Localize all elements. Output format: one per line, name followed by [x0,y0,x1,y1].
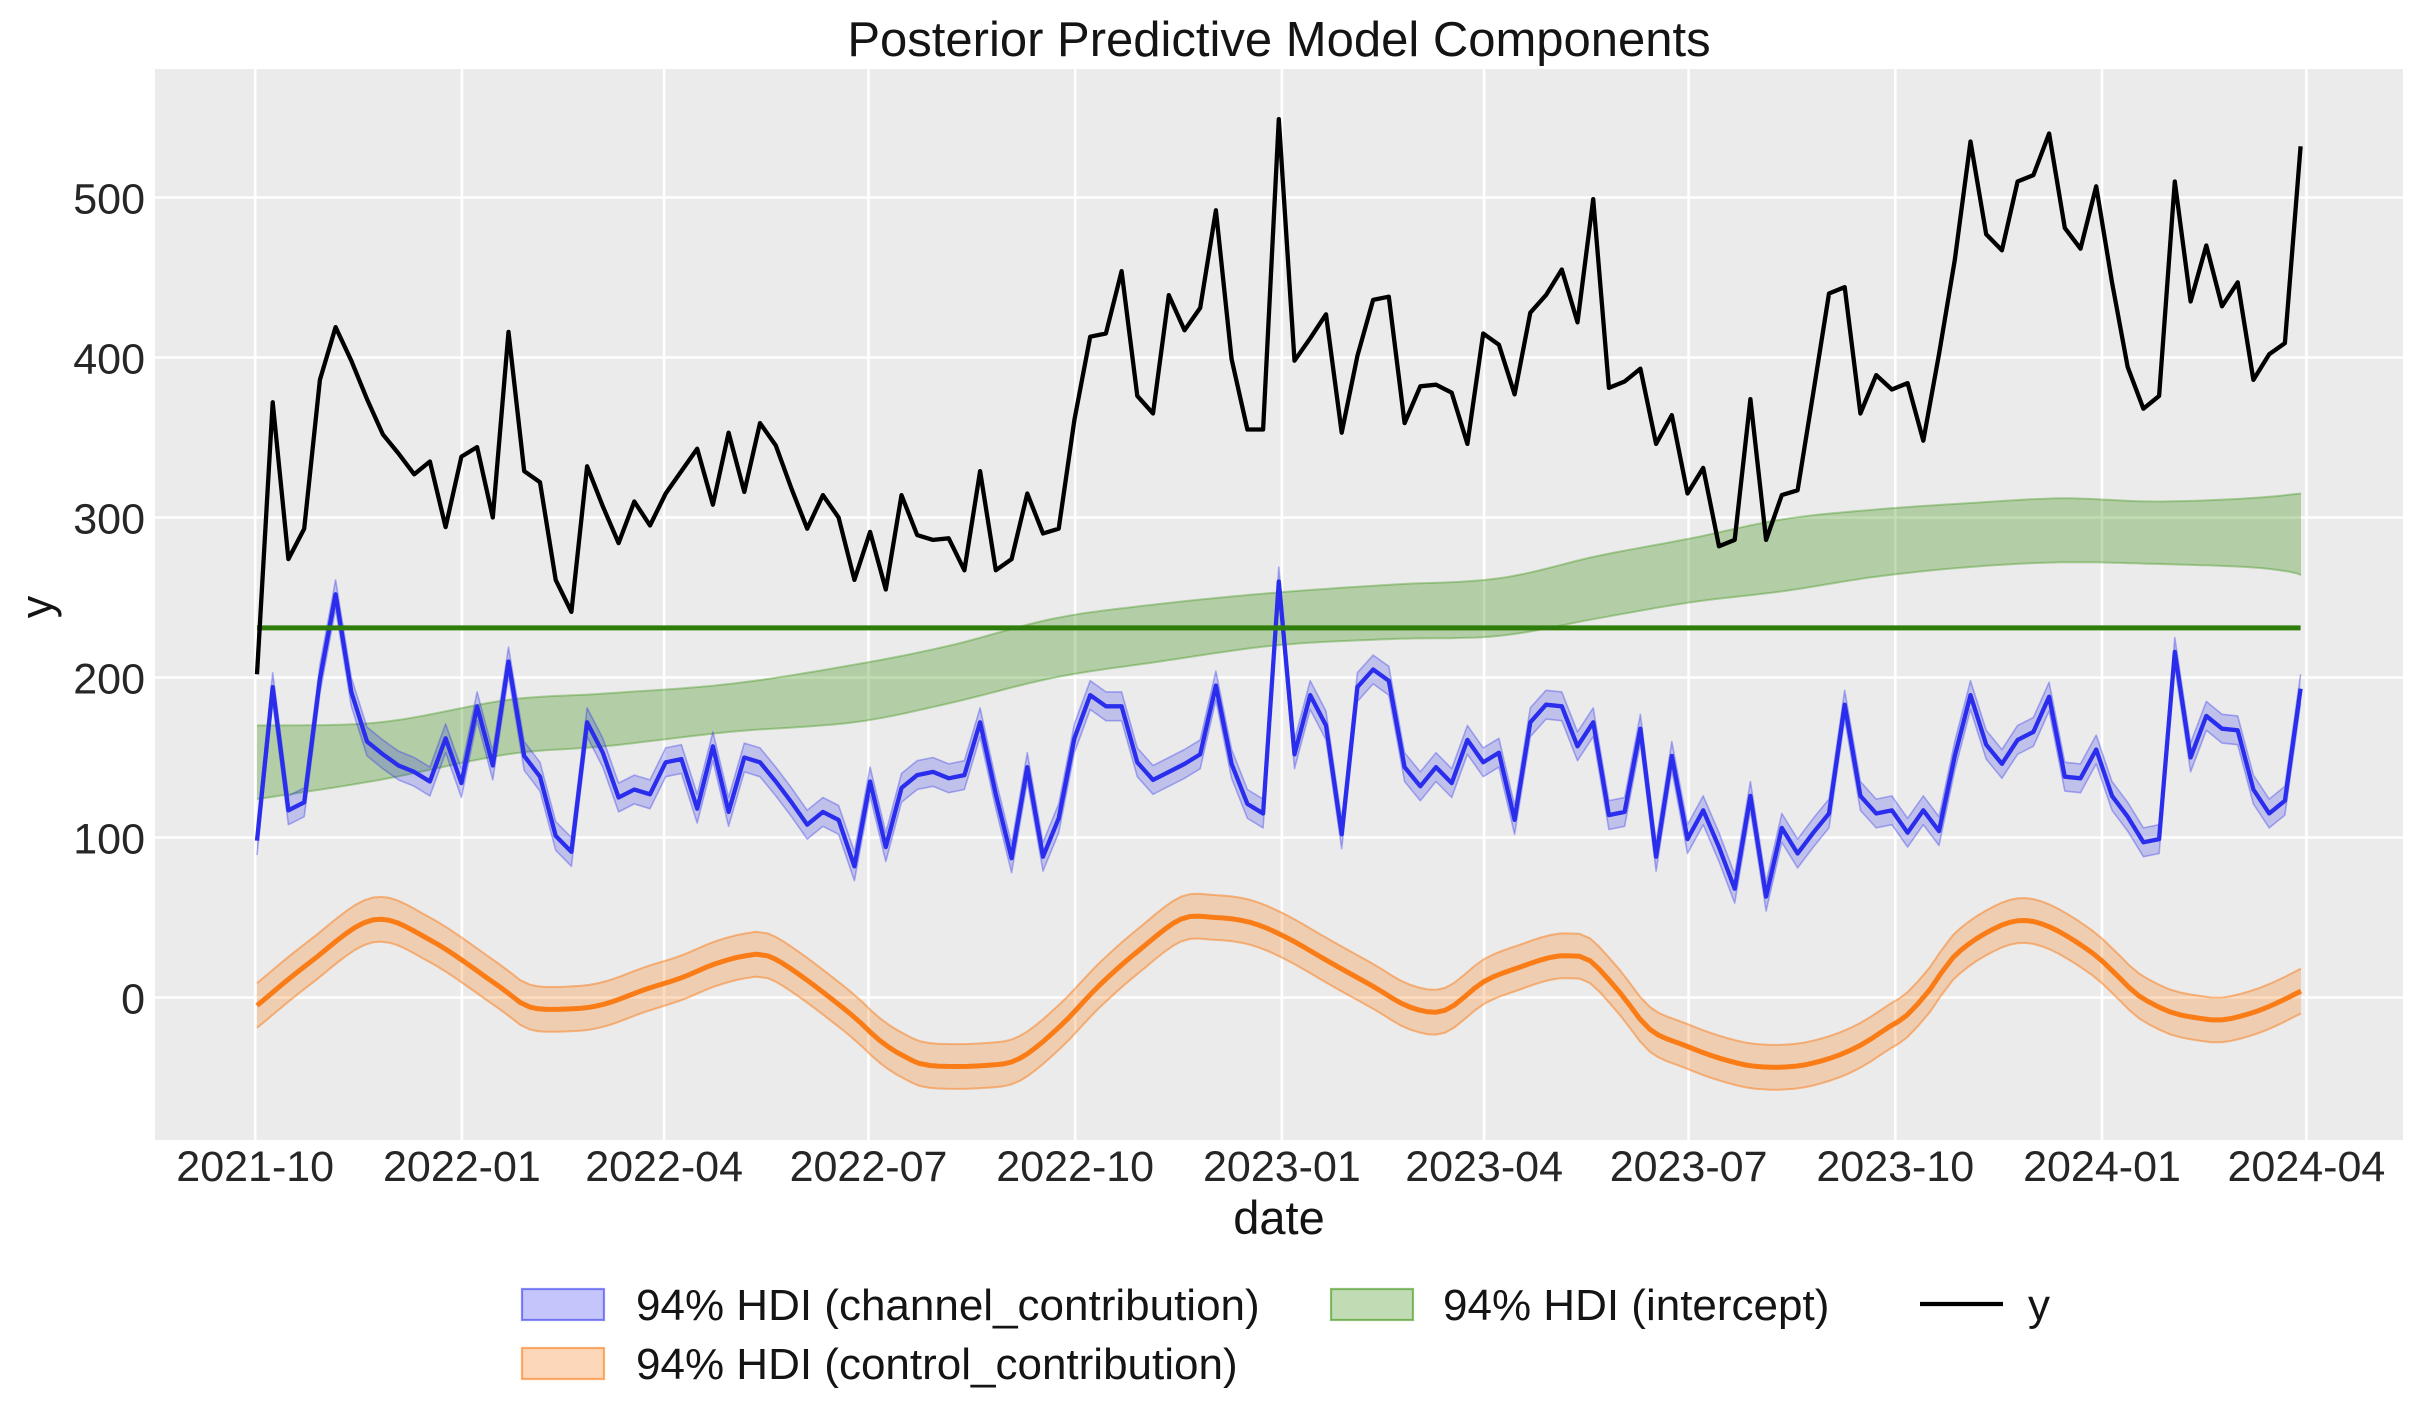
svg-text:2023-10: 2023-10 [1816,1143,1974,1191]
svg-text:2023-01: 2023-01 [1203,1143,1361,1191]
svg-text:y: y [11,595,62,618]
svg-text:2022-10: 2022-10 [996,1143,1154,1191]
svg-text:200: 200 [73,656,145,704]
svg-text:date: date [1233,1191,1324,1244]
svg-text:94% HDI (control_contribution): 94% HDI (control_contribution) [636,1340,1238,1389]
svg-text:y: y [2028,1281,2050,1330]
svg-text:300: 300 [73,496,145,544]
svg-text:94% HDI (intercept): 94% HDI (intercept) [1443,1281,1829,1330]
svg-text:100: 100 [73,816,145,864]
svg-text:2022-04: 2022-04 [585,1143,743,1191]
svg-text:2022-01: 2022-01 [383,1143,541,1191]
svg-text:2021-10: 2021-10 [176,1143,334,1191]
svg-text:500: 500 [73,176,145,224]
svg-text:94% HDI (channel_contribution): 94% HDI (channel_contribution) [636,1281,1260,1330]
svg-text:2023-07: 2023-07 [1610,1143,1768,1191]
svg-text:400: 400 [73,336,145,384]
svg-text:2023-04: 2023-04 [1405,1143,1563,1191]
svg-text:0: 0 [121,976,145,1024]
svg-text:2022-07: 2022-07 [790,1143,948,1191]
svg-text:Posterior Predictive Model Com: Posterior Predictive Model Components [847,13,1710,67]
svg-text:2024-04: 2024-04 [2227,1143,2385,1191]
svg-text:2024-01: 2024-01 [2023,1143,2181,1191]
